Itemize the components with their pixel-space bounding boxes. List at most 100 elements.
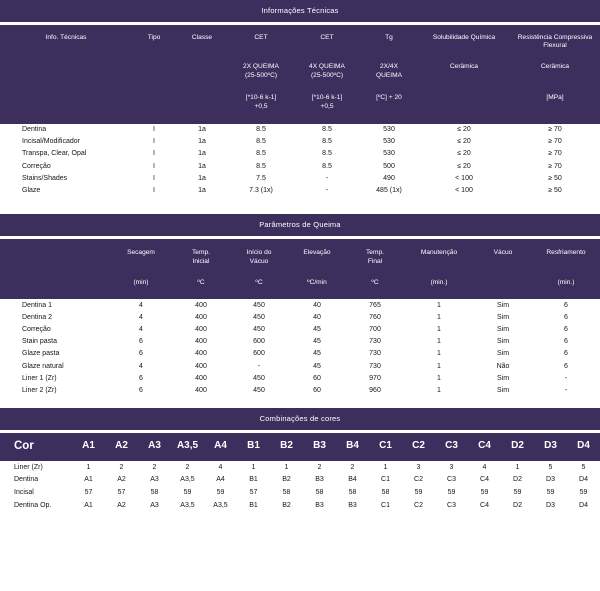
cell-temp-final: 970 <box>369 374 381 382</box>
cell-temp-inicial: 400 <box>195 301 207 309</box>
col-header-resfriamento: Resfriamento <box>532 239 600 267</box>
cell-tipo: I <box>153 162 155 170</box>
col-header-blank <box>0 239 110 267</box>
cell-temp-inicial: 400 <box>195 313 207 321</box>
table-row: Stains/Shades I 1a 7.5 - 490 < 100 ≥ 50 <box>0 173 600 185</box>
col-unit-temp-inicial: ºC <box>197 278 205 286</box>
table-header-informacoes-tecnicas: Info. Técnicas Tipo Classe CET CET Tg So… <box>0 24 600 124</box>
col-subheader-tg: 2X/4X QUEIMA <box>360 51 418 81</box>
table-parametros-de-queima: Secagem Temp. Inicial Início do Vácuo El… <box>0 238 600 398</box>
col-header-shade-D2: D2 <box>511 439 524 451</box>
cell-inicio-vacuo: 450 <box>253 313 265 321</box>
col-unit-manutencao: (min.) <box>430 278 448 286</box>
table-row: Liner 2 (Zr) 6 400 450 60 960 1 Sim - <box>0 385 600 397</box>
cell-temp-inicial: 400 <box>195 338 207 346</box>
table-row: Correção 4 400 450 45 700 1 Sim 6 <box>0 324 600 336</box>
col-unit-blank-2 <box>132 81 176 124</box>
cell-temp-final: 960 <box>369 387 381 395</box>
cell-inicio-vacuo: 450 <box>253 374 265 382</box>
col-header-temp-inicial-line1: Temp. <box>192 248 210 256</box>
col-header-inicio-do-vacuo: Início do Vácuo <box>230 239 288 267</box>
cell-shade-value: A1 <box>84 501 93 509</box>
cell-program-name: Liner 1 (Zr) <box>22 374 57 382</box>
cell-resistencia: ≥ 70 <box>548 150 562 158</box>
cell-cet-2x: 8.5 <box>256 162 266 170</box>
col-header-info-tecnicas: Info. Técnicas <box>45 33 87 41</box>
cell-inicio-vacuo: 600 <box>253 350 265 358</box>
cell-shade-value: 58 <box>282 488 291 496</box>
table-row: Glaze natural 4 400 - 45 730 1 Não 6 <box>0 361 600 373</box>
col-header-shade-B2: B2 <box>280 439 293 451</box>
col-header-shade-C2: C2 <box>412 439 425 451</box>
cell-cet-4x: - <box>325 174 329 182</box>
header-row-primary: Secagem Temp. Inicial Início do Vácuo El… <box>0 239 600 267</box>
cell-inicio-vacuo: 600 <box>253 338 265 346</box>
header-row-units: (min) ºC ºC ºC/min ºC (min.) (min.) <box>0 267 600 300</box>
cell-secagem: 6 <box>139 374 143 382</box>
cell-shade-value: D3 <box>546 501 555 509</box>
cell-classe: 1a <box>198 150 206 158</box>
col-subheader-blank-2 <box>132 51 176 81</box>
band-divider <box>0 429 600 433</box>
cell-manutencao: 1 <box>437 313 441 321</box>
cell-shade-value: A2 <box>117 476 126 484</box>
cell-tg: 485 (1x) <box>376 187 402 195</box>
table-row: Liner (Zr) 1 2 2 2 4 1 1 2 2 1 3 3 4 1 5 5 <box>0 461 600 474</box>
cell-shade-value: B3 <box>315 476 324 484</box>
cell-layer-name: Incisal <box>14 488 34 496</box>
col-unit-cet-4x-line2: +0,5 <box>320 102 334 110</box>
cell-layer-name: Dentina Op. <box>14 501 52 509</box>
cell-elevacao: 45 <box>313 325 321 333</box>
col-header-cor: Cor <box>14 439 34 452</box>
cell-shade-value: C3 <box>447 501 456 509</box>
header-row-shades: Cor A1 A2 A3 A3,5 A4 B1 B2 B3 B4 C1 C2 C3 C4 D2 D3 D4 <box>0 433 600 462</box>
cell-temp-final: 730 <box>369 338 381 346</box>
col-header-manutencao-line1: Manutenção <box>420 248 458 256</box>
col-header-shade-A2: A2 <box>115 439 128 451</box>
header-row-units: [*10-6 k-1] +0,5 [*10-6 k-1] +0,5 [ºC] +… <box>0 81 600 124</box>
cell-vacuo: Não <box>496 362 510 370</box>
cell-secagem: 6 <box>139 387 143 395</box>
cell-vacuo: Sim <box>496 350 510 358</box>
cell-shade-value: 5 <box>581 463 586 471</box>
cell-shade-value: B3 <box>348 501 357 509</box>
cell-shade-value: 59 <box>447 488 456 496</box>
cell-inicio-vacuo: 450 <box>253 301 265 309</box>
cell-elevacao: 45 <box>313 350 321 358</box>
cell-cet-2x: 8.5 <box>256 150 266 158</box>
col-header-vacuo-line1: Vácuo <box>493 248 513 256</box>
cell-shade-value: 58 <box>150 488 159 496</box>
cell-tipo: I <box>153 125 155 133</box>
cell-shade-value: A1 <box>84 476 93 484</box>
cell-shade-value: C1 <box>381 501 390 509</box>
cell-manutencao: 1 <box>437 362 441 370</box>
cell-shade-value: 59 <box>480 488 489 496</box>
col-header-temp-final-line2: Final <box>367 257 383 265</box>
cell-cet-2x: 8.5 <box>256 138 266 146</box>
cell-secagem: 4 <box>139 313 143 321</box>
cell-shade-value: 59 <box>546 488 555 496</box>
cell-shade-value: 2 <box>317 463 322 471</box>
cell-shade-value: 59 <box>183 488 192 496</box>
cell-cet-4x: - <box>325 187 329 195</box>
col-subheader-cet-2x-line1: 2X QUEIMA <box>243 63 279 71</box>
cell-temp-final: 730 <box>369 362 381 370</box>
cell-tipo: I <box>153 174 155 182</box>
cell-material-name: Dentina <box>22 125 47 133</box>
cell-shade-value: 1 <box>515 463 520 471</box>
col-unit-inicio-vacuo: ºC <box>255 278 263 286</box>
cell-program-name: Correção <box>22 325 51 333</box>
cell-shade-value: 57 <box>117 488 126 496</box>
col-subheader-cet-2x: 2X QUEIMA (25-500ºC) <box>228 51 294 81</box>
cell-resistencia: ≥ 70 <box>548 162 562 170</box>
cell-shade-value: C4 <box>480 476 489 484</box>
cell-shade-value: A3 <box>150 476 159 484</box>
cell-resistencia: ≥ 70 <box>548 138 562 146</box>
table-row: Dentina Op. A1 A2 A3 A3,5 A3,5 B1 B2 B3 B3 C1 C2 C3 C… <box>0 499 600 512</box>
cell-temp-final: 760 <box>369 313 381 321</box>
table-informacoes-tecnicas: Info. Técnicas Tipo Classe CET CET Tg So… <box>0 24 600 198</box>
col-header-secagem: Secagem <box>110 239 172 267</box>
table-body-informacoes-tecnicas: Dentina I 1a 8.5 8.5 530 ≤ 20 ≥ 70 Incisal/Modif… <box>0 124 600 197</box>
cell-resfriamento: - <box>564 374 568 382</box>
